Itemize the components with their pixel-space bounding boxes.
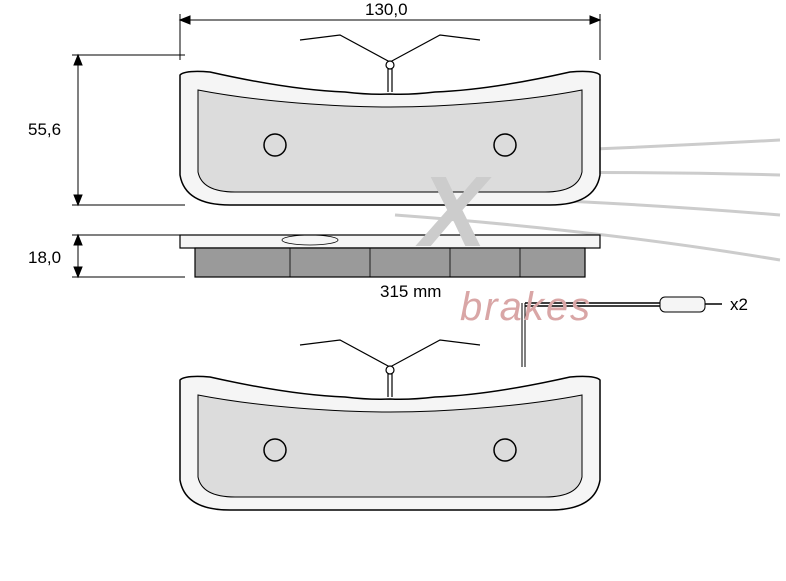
brake-pad-bottom: [180, 340, 600, 510]
label-thickness: 18,0: [28, 248, 61, 268]
brake-pad-side: [180, 235, 600, 277]
label-quantity: x2: [730, 295, 748, 315]
dim-thickness: [72, 235, 185, 277]
label-width: 130,0: [365, 0, 408, 20]
brake-pad-top: [180, 35, 600, 205]
watermark-sub: brakes: [460, 285, 592, 330]
dim-height: [72, 55, 185, 205]
watermark-brand: X: [420, 155, 489, 270]
label-wire-length: 315 mm: [380, 282, 441, 302]
label-height: 55,6: [28, 120, 61, 140]
dim-width: [180, 14, 600, 60]
